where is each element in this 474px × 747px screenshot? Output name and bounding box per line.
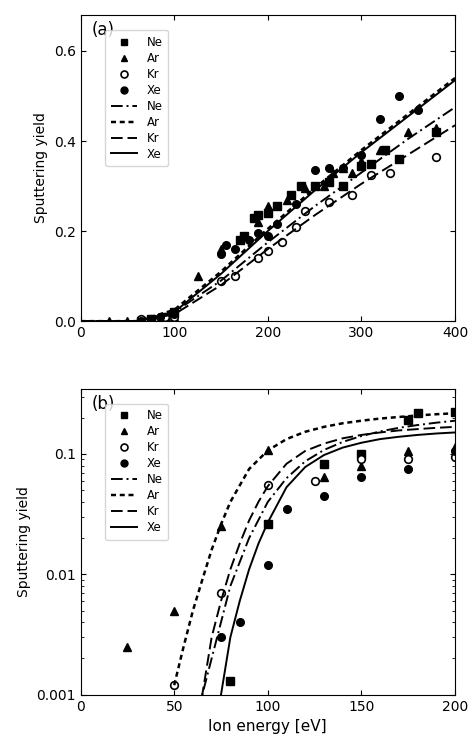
Y-axis label: Sputtering yield: Sputtering yield [34,113,48,223]
X-axis label: Ion energy [eV]: Ion energy [eV] [209,719,327,734]
Legend: Ne, Ar, Kr, Xe, Ne, Ar, Kr, Xe: Ne, Ar, Kr, Xe, Ne, Ar, Kr, Xe [105,30,168,167]
Text: (a): (a) [92,21,115,39]
Legend: Ne, Ar, Kr, Xe, Ne, Ar, Kr, Xe: Ne, Ar, Kr, Xe, Ne, Ar, Kr, Xe [105,403,168,540]
Y-axis label: Sputtering yield: Sputtering yield [17,486,31,597]
Text: (b): (b) [92,394,115,412]
